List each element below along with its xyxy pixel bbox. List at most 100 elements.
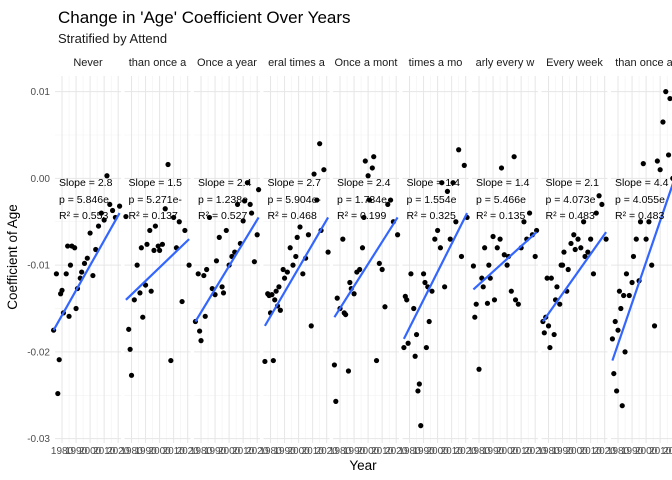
data-point — [321, 167, 327, 173]
data-point — [432, 236, 438, 242]
data-point — [572, 246, 578, 253]
data-point — [55, 390, 61, 397]
data-point — [599, 201, 605, 208]
r-squared-annotation: R² = 0.553 — [59, 210, 108, 222]
data-point — [90, 272, 96, 279]
data-point — [240, 218, 246, 224]
x-tick-label: 2020 — [385, 446, 408, 457]
data-point — [401, 344, 407, 351]
p-value-annotation: p = 4.055e — [615, 194, 665, 206]
data-point — [59, 287, 65, 293]
data-point — [376, 260, 382, 267]
x-tick-label: 2020 — [107, 446, 130, 457]
r-squared-annotation: R² = 0.527 — [198, 210, 247, 222]
x-tick-label: 2020 — [524, 446, 547, 457]
data-point — [72, 245, 78, 251]
data-point — [512, 297, 519, 303]
data-point — [646, 219, 652, 225]
data-point — [204, 266, 210, 273]
data-point — [87, 230, 93, 236]
data-point — [508, 288, 514, 294]
data-point — [667, 95, 672, 102]
data-point — [385, 201, 391, 208]
slope-annotation: Slope = 2.4 — [337, 177, 391, 189]
x-tick-label: 1980 — [259, 446, 282, 457]
x-tick-label: 1990 — [65, 446, 88, 457]
x-tick-label: 2020 — [316, 446, 339, 457]
data-point — [578, 245, 584, 251]
data-point — [371, 154, 377, 160]
x-tick-label: 2010 — [510, 446, 533, 457]
data-point — [81, 260, 88, 267]
data-point — [334, 295, 340, 301]
data-point — [162, 206, 168, 212]
data-point — [611, 370, 617, 377]
x-tick-label: 2020 — [594, 446, 617, 457]
data-point — [248, 210, 255, 216]
data-point — [195, 271, 201, 277]
x-tick-label: 2000 — [79, 446, 102, 457]
regression-line — [542, 231, 607, 323]
data-point — [559, 262, 566, 268]
data-point — [198, 338, 204, 344]
data-point — [588, 236, 594, 242]
data-point — [484, 300, 491, 306]
data-point — [494, 245, 500, 251]
data-point — [487, 275, 493, 281]
data-point — [554, 284, 560, 290]
x-tick-label: 2000 — [357, 446, 380, 457]
x-tick-label: 1980 — [398, 446, 421, 457]
data-point — [640, 161, 646, 167]
regression-line — [263, 216, 330, 327]
data-point — [123, 213, 129, 220]
x-tick-label: 2000 — [218, 446, 241, 457]
data-point — [269, 292, 275, 298]
data-point — [333, 398, 339, 404]
r-squared-annotation: R² = 0.483 — [615, 210, 664, 222]
data-point — [532, 253, 538, 260]
data-point — [107, 201, 113, 208]
data-point — [244, 180, 250, 186]
regression-line — [333, 216, 399, 318]
data-point — [571, 232, 577, 238]
data-point — [270, 357, 276, 364]
regression-line — [194, 216, 260, 323]
data-point — [151, 247, 157, 253]
x-tick-label: 1990 — [482, 446, 505, 457]
data-point — [618, 305, 624, 312]
data-point — [357, 266, 363, 273]
data-point — [405, 340, 411, 346]
data-point — [379, 266, 385, 273]
data-point — [165, 161, 171, 168]
data-point — [361, 214, 367, 221]
data-point — [415, 388, 421, 394]
data-point — [314, 197, 320, 203]
data-point — [373, 357, 380, 364]
x-tick-label: 2010 — [93, 446, 116, 457]
data-point — [444, 188, 451, 194]
r-squared-annotation: R² = 0.135 — [476, 210, 525, 222]
data-point — [155, 243, 161, 249]
facet-strip-label: eral times a — [268, 57, 326, 69]
data-point — [651, 323, 658, 329]
facet-strip-label: Once a mont — [335, 57, 398, 69]
data-point — [429, 288, 435, 294]
data-point — [147, 227, 153, 234]
data-point — [284, 269, 290, 275]
x-tick-label: 2000 — [148, 446, 171, 457]
data-point — [596, 193, 602, 199]
data-point — [660, 119, 666, 125]
data-point — [157, 247, 163, 253]
data-point — [612, 318, 618, 325]
data-point — [276, 284, 282, 290]
data-point — [262, 358, 268, 365]
data-point — [65, 243, 71, 249]
p-value-annotation: p = 5.271e- — [129, 194, 183, 206]
x-axis-title: Year — [349, 458, 377, 473]
data-point — [614, 388, 620, 394]
data-point — [623, 271, 630, 277]
data-point — [423, 344, 429, 351]
x-tick-label: 1990 — [204, 446, 227, 457]
r-squared-annotation: R² = 0.199 — [337, 210, 386, 222]
